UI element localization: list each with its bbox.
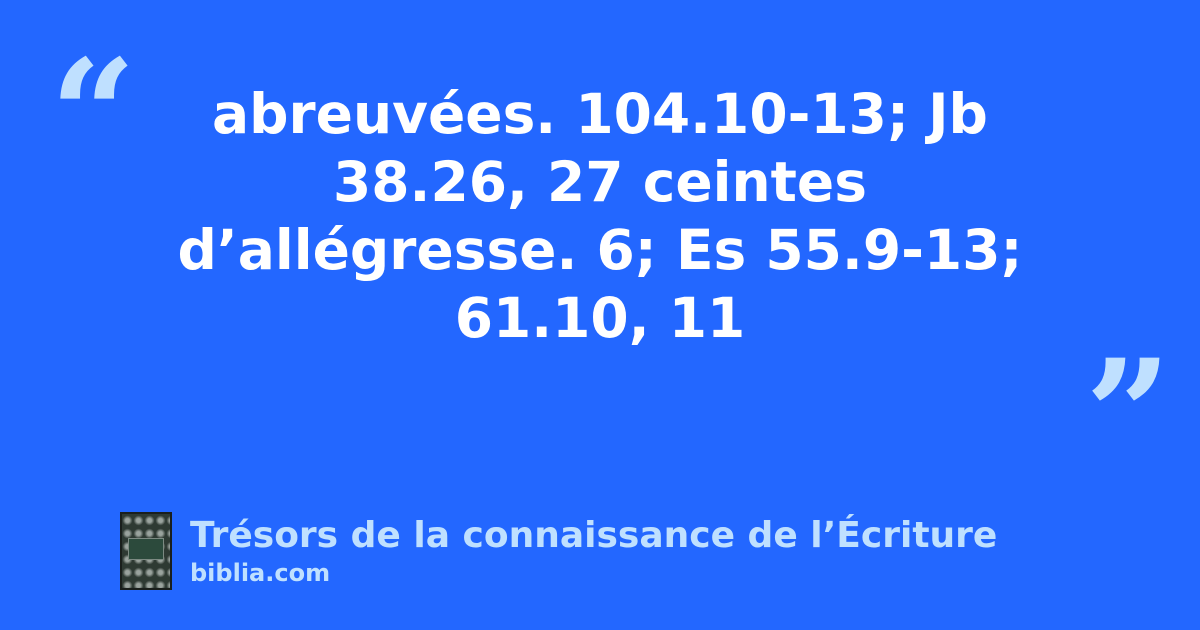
open-quote-icon: “ bbox=[50, 27, 137, 203]
source-site: biblia.com bbox=[190, 559, 331, 587]
book-cover-image bbox=[120, 512, 172, 590]
close-quote-icon: ” bbox=[1085, 327, 1172, 503]
source-footer: Trésors de la connaissance de l’Écriture… bbox=[120, 512, 997, 590]
quote-text: abreuvées. 104.10-13; Jb 38.26, 27 ceint… bbox=[177, 82, 1023, 350]
source-title: Trésors de la connaissance de l’Écriture bbox=[190, 515, 998, 556]
